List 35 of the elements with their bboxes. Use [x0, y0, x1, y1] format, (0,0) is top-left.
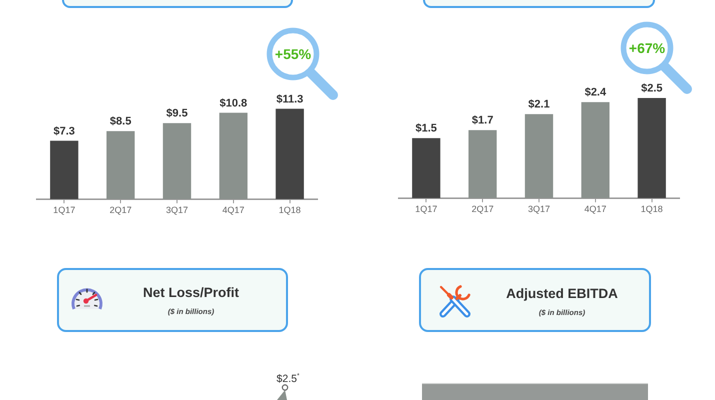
x-tick-label: 1Q18	[640, 204, 663, 214]
x-tick-label: 1Q18	[278, 205, 301, 216]
bar	[219, 112, 248, 200]
x-tick-label: 4Q17	[222, 205, 244, 216]
data-label: $11.3	[276, 93, 304, 106]
bar	[581, 102, 610, 198]
text: Net Loss/Profit	[142, 285, 240, 301]
bar	[638, 98, 666, 198]
data-label: $1.7	[472, 114, 494, 127]
data-label: $1.5	[415, 122, 437, 135]
bar	[276, 108, 304, 200]
bar	[468, 130, 497, 198]
data-label: $8.5	[110, 116, 132, 128]
bar	[412, 138, 440, 198]
x-tick-label: 1Q17	[53, 205, 76, 216]
data-label: $9.5	[166, 108, 188, 120]
data-label: $2.5	[641, 82, 663, 95]
x-tick-label: 4Q17	[584, 204, 606, 214]
x-tick-label: 3Q17	[166, 205, 188, 216]
x-tick-label: 2Q17	[110, 205, 132, 216]
data-label: $10.8	[220, 97, 248, 110]
text: +55%	[274, 46, 312, 62]
data-label: $7.3	[53, 125, 75, 138]
bar	[50, 140, 78, 200]
data-label: $2.4	[584, 86, 607, 99]
text: $2.5$^{*}$	[276, 372, 300, 385]
data-label: $2.1	[528, 98, 550, 111]
bar	[162, 123, 192, 200]
x-tick-label: 3Q17	[528, 204, 550, 214]
bar	[106, 131, 135, 200]
x-tick-label: 1Q17	[415, 204, 438, 214]
x-tick-label: 2Q17	[472, 204, 494, 214]
text: +67%	[628, 40, 666, 56]
text: Adjusted EBITDA	[506, 286, 618, 302]
bar	[524, 114, 554, 198]
